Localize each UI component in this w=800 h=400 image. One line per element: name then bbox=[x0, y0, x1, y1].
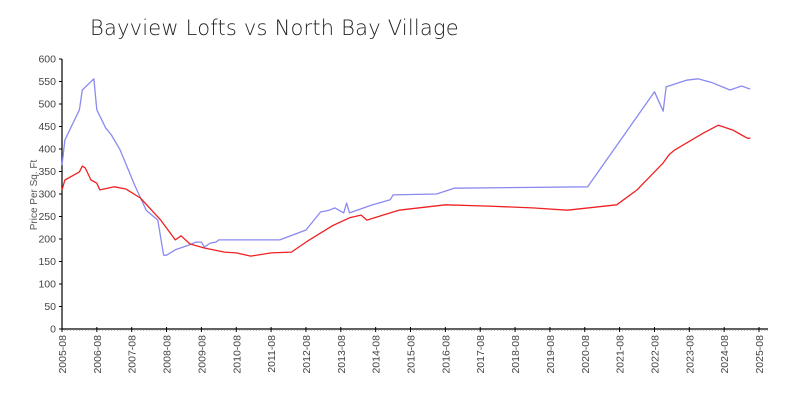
x-tick-label: 2010-08 bbox=[231, 335, 243, 374]
x-tick-label: 2015-08 bbox=[406, 335, 418, 374]
x-tick-label: 2017-08 bbox=[475, 335, 487, 374]
y-tick-label: 200 bbox=[38, 234, 56, 246]
y-tick-label: 250 bbox=[38, 211, 56, 223]
x-tick-label: 2006-08 bbox=[92, 335, 104, 374]
y-axis: 0 50 100 150 200 250 300 350 400 450 500 550 600 bbox=[38, 54, 63, 336]
x-tick-label: 2007-08 bbox=[127, 335, 139, 374]
x-axis: 2005-08 2006-08 2007-08 2008-08 2009-08 2010-… bbox=[57, 327, 768, 374]
x-tick-label: 2025-08 bbox=[754, 335, 766, 374]
y-tick-label: 50 bbox=[44, 301, 56, 313]
x-tick-label: 2022-08 bbox=[649, 335, 661, 374]
x-tick-label: 2011-08 bbox=[266, 335, 278, 373]
y-tick-label: 400 bbox=[38, 144, 56, 156]
chart-title: Bayview Lofts vs North Bay Village bbox=[90, 16, 459, 40]
y-tick-label: 600 bbox=[38, 54, 56, 66]
x-tick-label: 2018-08 bbox=[510, 335, 522, 374]
x-tick-label: 2020-08 bbox=[580, 335, 592, 374]
x-tick-label: 2014-08 bbox=[371, 335, 383, 374]
red-series-line bbox=[61, 124, 751, 257]
x-tick-label: 2019-08 bbox=[545, 335, 557, 374]
x-tick-label: 2024-08 bbox=[719, 335, 731, 374]
y-axis-title: Price Per Sq. Ft bbox=[29, 159, 40, 230]
blue-series-line bbox=[61, 78, 751, 256]
y-tick-label: 550 bbox=[38, 76, 56, 88]
y-tick-label: 0 bbox=[50, 324, 56, 336]
y-tick-label: 150 bbox=[38, 256, 56, 268]
y-tick-label: 100 bbox=[38, 279, 56, 291]
series-lines bbox=[61, 78, 751, 257]
x-tick-label: 2008-08 bbox=[162, 335, 174, 374]
y-tick-label: 300 bbox=[38, 189, 56, 201]
x-tick-label: 2016-08 bbox=[440, 335, 452, 374]
x-tick-label: 2009-08 bbox=[196, 335, 208, 374]
x-tick-label: 2012-08 bbox=[301, 335, 313, 374]
x-tick-label: 2013-08 bbox=[336, 335, 348, 374]
x-tick-label: 2005-08 bbox=[57, 335, 69, 374]
x-tick-label: 2023-08 bbox=[684, 335, 696, 374]
y-tick-label: 450 bbox=[38, 121, 56, 133]
x-tick-label: 2021-08 bbox=[615, 335, 627, 374]
y-tick-label: 350 bbox=[38, 166, 56, 178]
y-tick-label: 500 bbox=[38, 99, 56, 111]
